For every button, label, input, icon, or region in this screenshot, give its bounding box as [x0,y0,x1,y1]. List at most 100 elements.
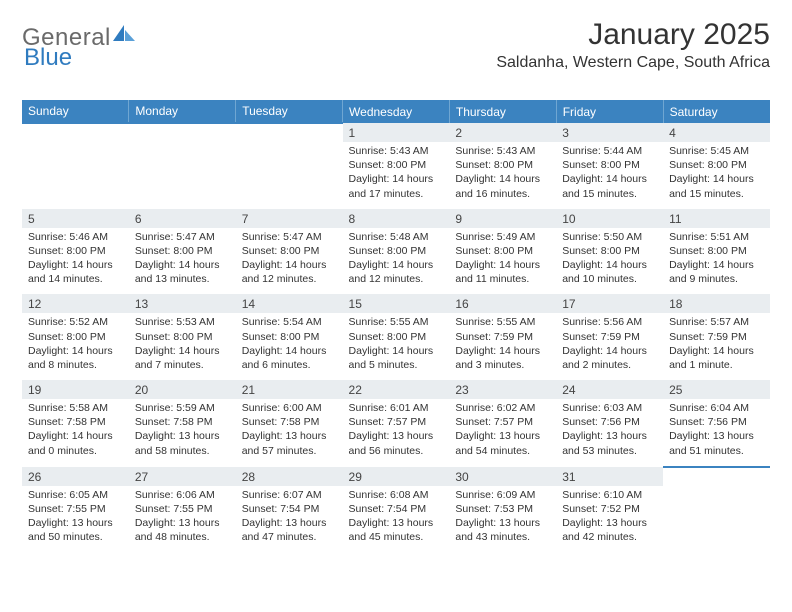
daylight-text: and 56 minutes. [349,444,444,458]
day-detail-cell [236,142,343,209]
week-daynum-row: 567891011 [22,209,770,228]
daylight-text: Daylight: 13 hours [562,516,657,530]
daylight-text: Daylight: 13 hours [28,516,123,530]
sunset-text: Sunset: 8:00 PM [242,244,337,258]
daylight-text: Daylight: 14 hours [28,344,123,358]
day-detail-cell: Sunrise: 6:07 AMSunset: 7:54 PMDaylight:… [236,486,343,553]
daylight-text: Daylight: 14 hours [242,344,337,358]
sunrise-text: Sunrise: 6:03 AM [562,401,657,415]
daylight-text: and 11 minutes. [455,272,550,286]
daylight-text: Daylight: 14 hours [455,172,550,186]
day-number-cell [236,123,343,142]
day-number-cell: 10 [556,209,663,228]
sunset-text: Sunset: 8:00 PM [669,158,764,172]
day-detail-cell: Sunrise: 5:43 AMSunset: 8:00 PMDaylight:… [343,142,450,209]
day-number: 16 [455,297,468,311]
sunset-text: Sunset: 7:55 PM [135,502,230,516]
daylight-text: and 57 minutes. [242,444,337,458]
sunset-text: Sunset: 7:55 PM [28,502,123,516]
day-number: 19 [28,383,41,397]
day-number: 3 [562,126,569,140]
weekday-header: Tuesday [236,100,343,123]
day-number-cell [22,123,129,142]
sunset-text: Sunset: 7:57 PM [455,415,550,429]
daylight-text: and 43 minutes. [455,530,550,544]
daylight-text: and 9 minutes. [669,272,764,286]
daylight-text: and 0 minutes. [28,444,123,458]
day-detail-cell: Sunrise: 5:53 AMSunset: 8:00 PMDaylight:… [129,313,236,380]
sunrise-text: Sunrise: 5:45 AM [669,144,764,158]
day-number: 29 [349,470,362,484]
day-number-cell: 24 [556,380,663,399]
daylight-text: and 45 minutes. [349,530,444,544]
daylight-text: and 5 minutes. [349,358,444,372]
day-number: 8 [349,212,356,226]
sunrise-text: Sunrise: 6:04 AM [669,401,764,415]
week-detail-row: Sunrise: 5:52 AMSunset: 8:00 PMDaylight:… [22,313,770,380]
sunrise-text: Sunrise: 6:01 AM [349,401,444,415]
day-number-cell: 7 [236,209,343,228]
week-detail-row: Sunrise: 5:43 AMSunset: 8:00 PMDaylight:… [22,142,770,209]
day-number-cell: 20 [129,380,236,399]
daylight-text: Daylight: 14 hours [242,258,337,272]
sunset-text: Sunset: 7:58 PM [135,415,230,429]
day-detail-cell: Sunrise: 5:57 AMSunset: 7:59 PMDaylight:… [663,313,770,380]
sunrise-text: Sunrise: 5:54 AM [242,315,337,329]
day-number: 7 [242,212,249,226]
daylight-text: and 16 minutes. [455,187,550,201]
sunrise-text: Sunrise: 5:51 AM [669,230,764,244]
sunrise-text: Sunrise: 5:48 AM [349,230,444,244]
day-detail-cell: Sunrise: 5:43 AMSunset: 8:00 PMDaylight:… [449,142,556,209]
day-number-cell: 4 [663,123,770,142]
sunset-text: Sunset: 8:00 PM [455,244,550,258]
sunrise-text: Sunrise: 5:59 AM [135,401,230,415]
day-number-cell: 3 [556,123,663,142]
sunset-text: Sunset: 7:56 PM [562,415,657,429]
sunrise-text: Sunrise: 5:56 AM [562,315,657,329]
day-detail-cell: Sunrise: 5:55 AMSunset: 8:00 PMDaylight:… [343,313,450,380]
sunrise-text: Sunrise: 5:58 AM [28,401,123,415]
daylight-text: and 42 minutes. [562,530,657,544]
day-detail-cell: Sunrise: 5:55 AMSunset: 7:59 PMDaylight:… [449,313,556,380]
day-detail-cell: Sunrise: 6:02 AMSunset: 7:57 PMDaylight:… [449,399,556,467]
sunrise-text: Sunrise: 6:07 AM [242,488,337,502]
weekday-header: Saturday [663,100,770,123]
daylight-text: and 15 minutes. [669,187,764,201]
day-number-cell: 14 [236,294,343,313]
day-number-cell: 16 [449,294,556,313]
sunset-text: Sunset: 8:00 PM [669,244,764,258]
sunrise-text: Sunrise: 5:57 AM [669,315,764,329]
day-detail-cell: Sunrise: 6:03 AMSunset: 7:56 PMDaylight:… [556,399,663,467]
daylight-text: and 53 minutes. [562,444,657,458]
sunrise-text: Sunrise: 5:46 AM [28,230,123,244]
day-number: 9 [455,212,462,226]
sunrise-text: Sunrise: 5:47 AM [242,230,337,244]
sunrise-text: Sunrise: 6:09 AM [455,488,550,502]
sunrise-text: Sunrise: 6:00 AM [242,401,337,415]
day-number: 31 [562,470,575,484]
day-number: 11 [669,212,681,226]
daylight-text: Daylight: 14 hours [28,258,123,272]
daylight-text: and 47 minutes. [242,530,337,544]
day-number-cell: 21 [236,380,343,399]
sunset-text: Sunset: 7:53 PM [455,502,550,516]
sunset-text: Sunset: 8:00 PM [562,244,657,258]
sunrise-text: Sunrise: 6:05 AM [28,488,123,502]
daylight-text: and 14 minutes. [28,272,123,286]
day-number-cell: 8 [343,209,450,228]
day-number-cell: 11 [663,209,770,228]
day-detail-cell: Sunrise: 5:47 AMSunset: 8:00 PMDaylight:… [129,228,236,295]
day-number: 17 [562,297,575,311]
weekday-header: Wednesday [343,100,450,123]
logo-sail-icon [113,25,135,48]
day-detail-cell: Sunrise: 5:54 AMSunset: 8:00 PMDaylight:… [236,313,343,380]
daylight-text: Daylight: 13 hours [455,516,550,530]
daylight-text: Daylight: 13 hours [349,429,444,443]
sunset-text: Sunset: 8:00 PM [135,244,230,258]
day-detail-cell [22,142,129,209]
daylight-text: and 48 minutes. [135,530,230,544]
header: General January 2025 Saldanha, Western C… [22,18,770,72]
sunrise-text: Sunrise: 5:50 AM [562,230,657,244]
day-number-cell: 30 [449,467,556,486]
day-detail-cell: Sunrise: 6:01 AMSunset: 7:57 PMDaylight:… [343,399,450,467]
